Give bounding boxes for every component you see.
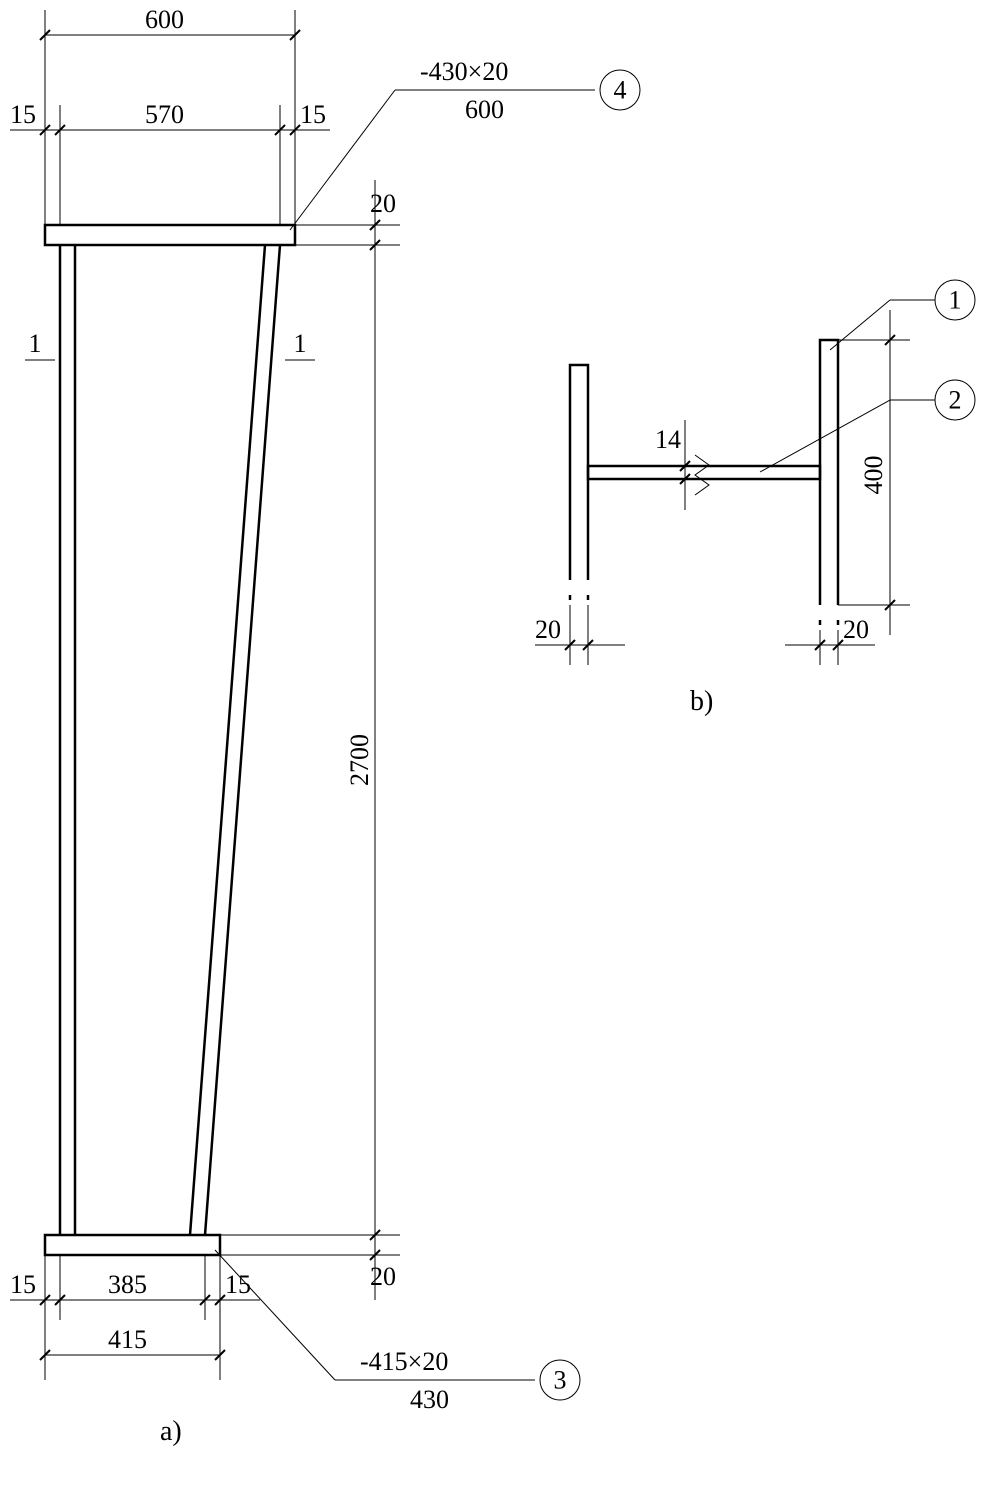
dim-top-outer: 600: [145, 5, 184, 34]
callout-3: -415×20 430 3: [215, 1250, 580, 1414]
bottom-plate: [45, 1235, 220, 1255]
dim-top-570: 570: [145, 100, 184, 129]
dim-h-bot20: 20: [370, 1262, 396, 1291]
dim-h-top20: 20: [370, 189, 396, 218]
dim-bot-385: 385: [108, 1270, 147, 1299]
dim-bot-415: 415: [108, 1325, 147, 1354]
dim-h-2700: 2700: [345, 734, 374, 786]
callout3-bot: 430: [410, 1385, 449, 1414]
top-plate: [45, 225, 295, 245]
dim-top-left15: 15: [10, 100, 36, 129]
section-mark-left: 1: [29, 329, 42, 358]
dim-b-left20: 20: [535, 615, 561, 644]
callout-4: -430×20 600 4: [290, 57, 640, 230]
b-right-flange: [820, 340, 838, 605]
dim-b-right20: 20: [843, 615, 869, 644]
dim-b-400: 400: [859, 456, 888, 495]
callout4-num: 4: [614, 76, 627, 105]
view-b-label: b): [690, 686, 713, 717]
callout4-top: -430×20: [420, 57, 508, 86]
b-web: [588, 466, 820, 479]
callout3-num: 3: [554, 1366, 567, 1395]
callout3-top: -415×20: [360, 1347, 448, 1376]
dim-top-right15: 15: [300, 100, 326, 129]
b-left-flange: [570, 365, 588, 580]
callout4-bot: 600: [465, 95, 504, 124]
section-mark-right: 1: [294, 329, 307, 358]
view-b: 20 20 14 400 1 2 b): [535, 280, 975, 717]
dim-bot-left15: 15: [10, 1270, 36, 1299]
view-a-label: a): [160, 1416, 182, 1447]
view-a: 600 15 570 15 15 385 15 415 20 2700 20 1…: [10, 5, 640, 1447]
dim-b-web14: 14: [655, 425, 681, 454]
callout2-num: 2: [949, 386, 962, 415]
callout1-num: 1: [949, 286, 962, 315]
